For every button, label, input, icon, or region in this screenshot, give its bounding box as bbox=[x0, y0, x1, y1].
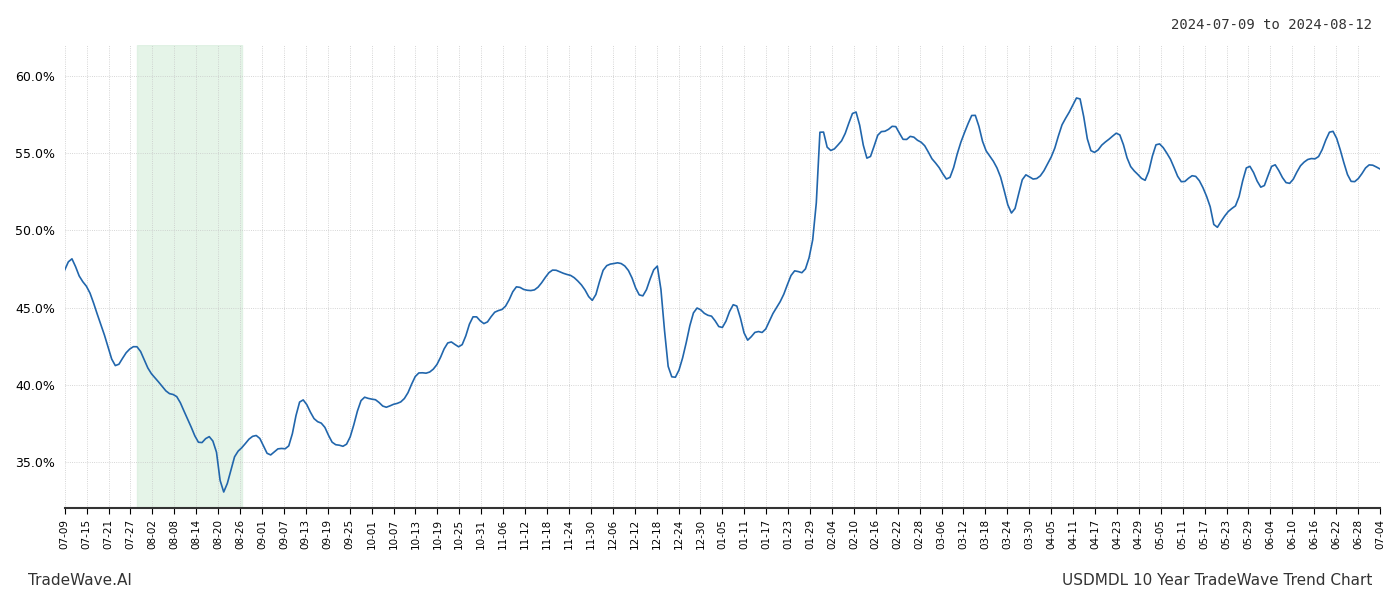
Text: TradeWave.AI: TradeWave.AI bbox=[28, 573, 132, 588]
Text: USDMDL 10 Year TradeWave Trend Chart: USDMDL 10 Year TradeWave Trend Chart bbox=[1061, 573, 1372, 588]
Bar bbox=[137, 45, 242, 508]
Text: 2024-07-09 to 2024-08-12: 2024-07-09 to 2024-08-12 bbox=[1170, 18, 1372, 32]
